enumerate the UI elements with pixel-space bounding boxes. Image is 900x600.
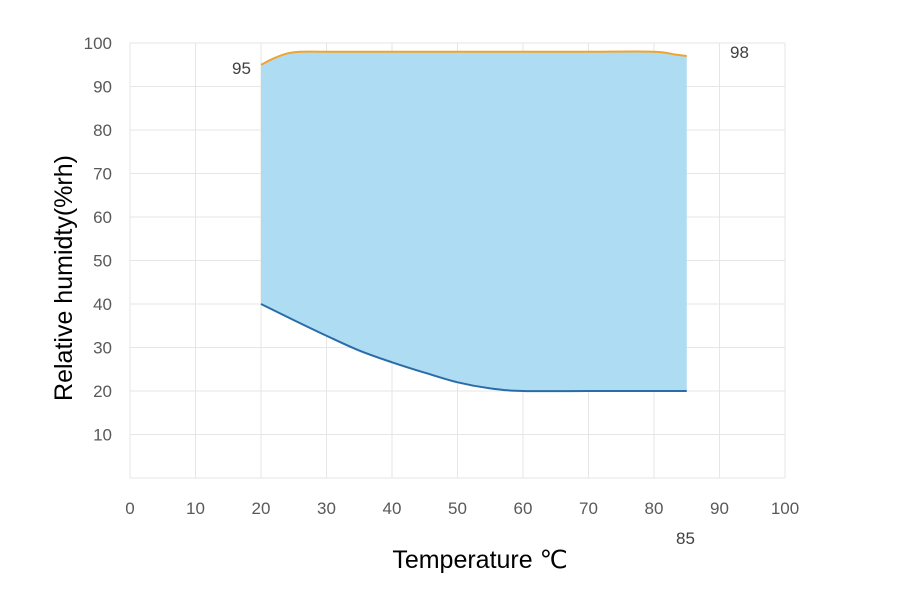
x-tick-label: 40 — [383, 499, 402, 518]
x-tick-label: 0 — [125, 499, 134, 518]
series-line-lower — [260, 303, 687, 393]
x-tick-label: 30 — [317, 499, 336, 518]
x-tick-label: 60 — [514, 499, 533, 518]
x-tick-label: 90 — [710, 499, 729, 518]
y-tick-label: 90 — [93, 78, 112, 97]
y-tick-label: 40 — [93, 295, 112, 314]
y-tick-label: 10 — [93, 426, 112, 445]
annotation-bottom-right: 85 — [676, 529, 695, 548]
y-tick-label: 50 — [93, 252, 112, 271]
x-tick-labels: 0 10 20 30 40 50 60 70 80 90 100 — [125, 499, 799, 518]
annotation-upper-right: 98 — [730, 43, 749, 62]
x-tick-label: 50 — [448, 499, 467, 518]
y-tick-label: 60 — [93, 208, 112, 227]
x-tick-label: 80 — [645, 499, 664, 518]
x-tick-label: 20 — [252, 499, 271, 518]
envelope-area — [261, 51, 687, 392]
series-line-upper — [260, 50, 687, 66]
y-tick-label: 70 — [93, 165, 112, 184]
y-tick-label: 30 — [93, 339, 112, 358]
x-tick-label: 70 — [579, 499, 598, 518]
y-tick-label: 80 — [93, 121, 112, 140]
x-axis-label: Temperature ℃ — [392, 546, 567, 574]
y-tick-label: 100 — [84, 34, 112, 53]
y-axis-label: Relative humidty(%rh) — [50, 155, 78, 401]
x-tick-label: 100 — [771, 499, 799, 518]
y-tick-label: 20 — [93, 382, 112, 401]
y-tick-labels: 10 20 30 40 50 60 70 80 90 100 — [84, 34, 112, 445]
annotation-upper-left: 95 — [232, 59, 251, 78]
x-tick-label: 10 — [186, 499, 205, 518]
